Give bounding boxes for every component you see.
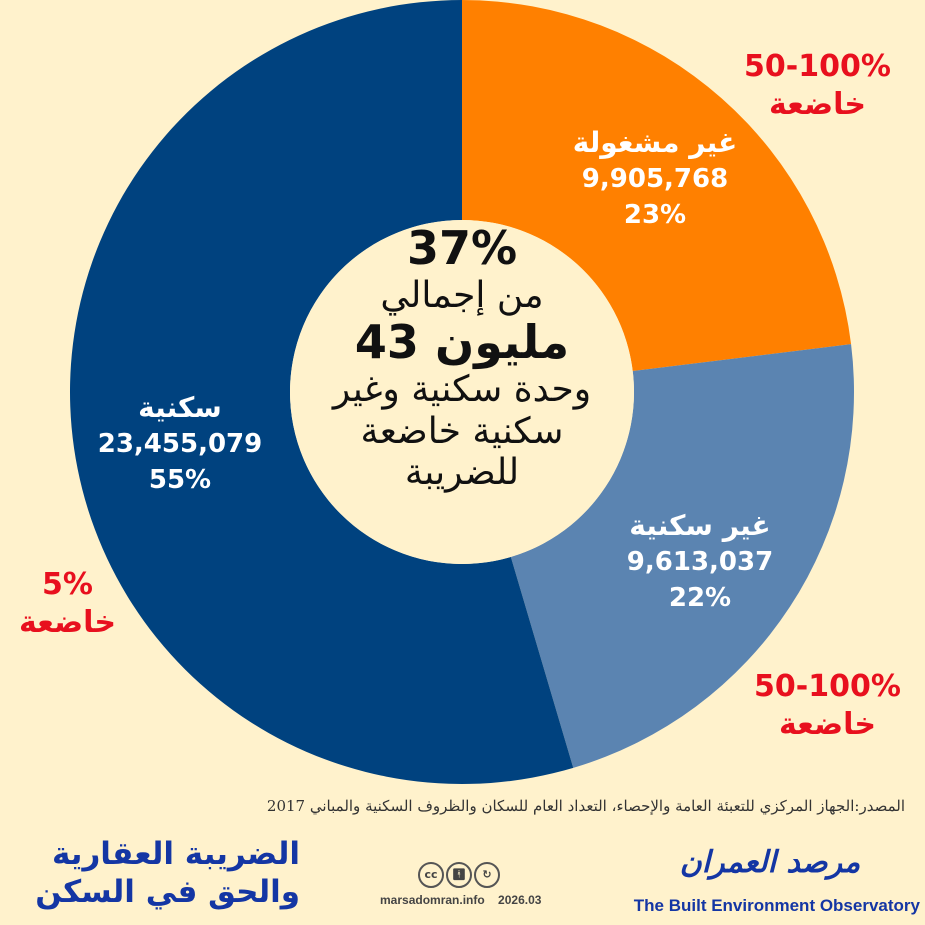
title-line: والحق في السكن — [35, 874, 300, 910]
donut-hole — [290, 220, 634, 564]
center-line: سكنية خاضعة — [360, 410, 564, 452]
center-line: للضريبة — [404, 451, 520, 493]
slice-name: غير مشغولة — [572, 126, 738, 159]
slice-percent: 23% — [623, 200, 687, 230]
brand-name-english: The Built Environment Observatory — [633, 896, 920, 915]
slice-vacant — [462, 0, 852, 371]
slice-name: سكنية — [138, 391, 222, 424]
brand-logo-arabic: مرصد العمران — [679, 845, 861, 880]
slice-label-nonresidential: غير سكنية 9,613,037 22% — [590, 508, 810, 616]
license-icons: cc 🚹︎ ↻ — [418, 862, 500, 888]
slice-label-vacant: غير مشغولة 9,905,768 23% — [540, 125, 770, 233]
title-line: الضريبة العقارية — [52, 836, 300, 872]
tax-note-nonresidential: 50-100% خاضعة — [735, 668, 920, 744]
footer-site: marsadomran.info 2026.03 — [380, 893, 541, 907]
infographic-title: الضريبة العقارية والحق في السكن — [30, 835, 300, 911]
center-line: من إجمالي — [380, 274, 544, 316]
source-note: المصدر:الجهاز المركزي للتعبئة العامة وال… — [266, 797, 905, 815]
slice-value: 9,905,768 — [581, 164, 729, 194]
slice-percent: 55% — [148, 465, 212, 495]
share-alike-icon: ↻ — [474, 862, 500, 888]
tax-label: خاضعة — [778, 707, 876, 742]
slice-percent: 22% — [668, 583, 732, 613]
tax-rate: 50-100% — [754, 669, 901, 704]
cc-icon: cc — [418, 862, 444, 888]
tax-note-vacant: 50-100% خاضعة — [725, 48, 910, 124]
center-text: 37% من إجمالي 43 مليون وحدة سكنية وغير س… — [292, 222, 632, 493]
center-line: وحدة سكنية وغير — [332, 369, 592, 411]
slice-value: 9,613,037 — [626, 547, 774, 577]
slice-name: غير سكنية — [629, 509, 771, 542]
tax-rate: 5% — [42, 567, 93, 602]
tax-label: خاضعة — [18, 605, 116, 640]
attribution-icon: 🚹︎ — [446, 862, 472, 888]
slice-value: 23,455,079 — [97, 429, 263, 459]
date: 2026.03 — [498, 893, 542, 907]
slice-residential — [69, 0, 574, 785]
slice-nonresidential — [510, 344, 854, 768]
center-percent: 37% — [406, 221, 518, 275]
tax-rate: 50-100% — [744, 49, 891, 84]
tax-label: خاضعة — [768, 87, 866, 122]
website-link[interactable]: marsadomran.info — [380, 893, 485, 907]
center-total: 43 مليون — [354, 315, 570, 370]
tax-note-residential: 5% خاضعة — [5, 566, 130, 642]
slice-label-residential: سكنية 23,455,079 55% — [70, 390, 290, 498]
